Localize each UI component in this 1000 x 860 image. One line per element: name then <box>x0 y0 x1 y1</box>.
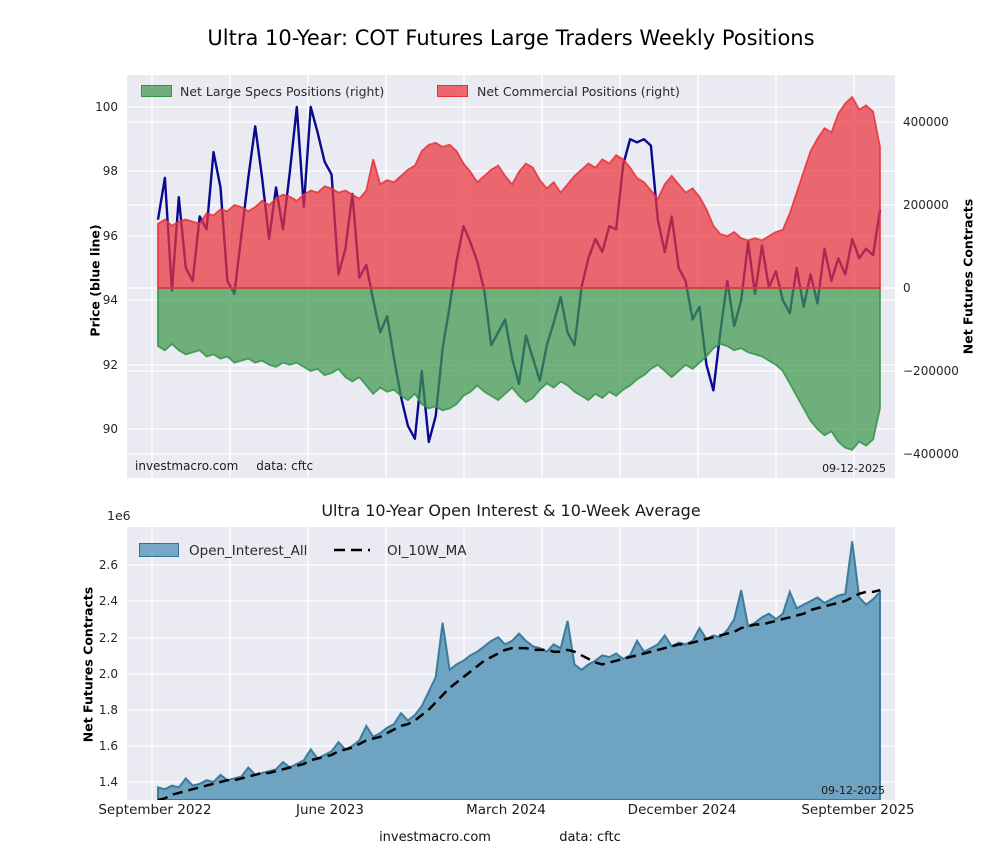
x-tick-label: June 2023 <box>295 802 365 818</box>
price-tick-label: 100 <box>95 100 118 114</box>
specs-legend-label: Net Large Specs Positions (right) <box>180 84 385 99</box>
commercials-legend-swatch <box>437 85 468 97</box>
oi-tick-label: 2.0 <box>98 667 118 681</box>
commercials-legend-label: Net Commercial Positions (right) <box>477 84 680 99</box>
oi-tick-label: 2.6 <box>98 558 118 572</box>
data-source-text: data: cftc <box>256 459 314 473</box>
price-tick-label: 92 <box>102 358 118 372</box>
source-text: investmacro.com <box>135 459 239 473</box>
oi-axis-label: Net Futures Contracts <box>80 586 96 743</box>
oi-tick-label: 2.2 <box>98 631 118 645</box>
bottom-chart-title: Ultra 10-Year Open Interest & 10-Week Av… <box>321 501 701 520</box>
axis-offset-label: 1e6 <box>107 508 131 523</box>
price-tick-label: 98 <box>102 164 118 178</box>
figure-title: Ultra 10-Year: COT Futures Large Traders… <box>207 26 815 50</box>
net-tick-label: −400000 <box>903 447 959 461</box>
x-tick-label: March 2024 <box>466 802 546 818</box>
top-chart-source-note: investmacro.com data: cftc <box>135 459 313 473</box>
net-contracts-axis-label: Net Futures Contracts <box>960 198 976 355</box>
x-tick-label: December 2024 <box>627 802 737 818</box>
footer-data-source: data: cftc <box>559 830 621 845</box>
net-tick-label: 400000 <box>903 115 949 129</box>
ma-dash-sample <box>334 548 378 552</box>
footer-source: investmacro.com <box>379 830 491 845</box>
price-tick-label: 94 <box>102 293 118 307</box>
x-tick-label: September 2022 <box>98 802 212 818</box>
bottom-chart-report-date: 09-12-2025 <box>821 784 885 797</box>
open-interest-legend-label: Open_Interest_All <box>189 543 308 559</box>
net-tick-label: 200000 <box>903 198 949 212</box>
price-tick-label: 90 <box>102 422 118 436</box>
net-tick-label: −200000 <box>903 364 959 378</box>
oi-ma-line <box>157 588 881 800</box>
price-tick-label: 96 <box>102 229 118 243</box>
oi-tick-label: 1.4 <box>98 775 118 789</box>
oi-tick-label: 1.6 <box>98 739 118 753</box>
open-interest-area <box>157 541 881 800</box>
x-tick-label: September 2025 <box>801 802 915 818</box>
specs-legend-swatch <box>141 85 172 97</box>
oi-tick-label: 2.4 <box>98 594 118 608</box>
net-large-specs-area <box>157 287 881 451</box>
price-axis-label: Price (blue line) <box>87 224 103 337</box>
top-chart-report-date: 09-12-2025 <box>822 462 886 475</box>
oi-ma-legend-label: OI_10W_MA <box>387 543 467 559</box>
net-tick-label: 0 <box>903 281 911 295</box>
open-interest-legend-swatch <box>139 543 179 557</box>
net-commercials-area <box>157 95 881 289</box>
oi-tick-label: 1.8 <box>98 703 118 717</box>
